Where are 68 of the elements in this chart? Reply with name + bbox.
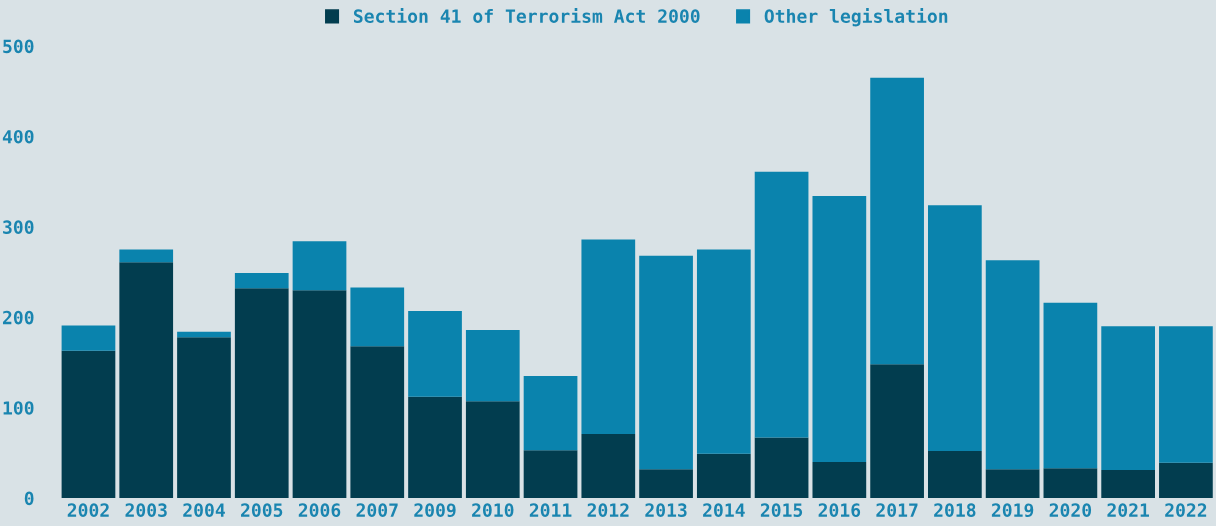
bar	[234, 288, 289, 499]
bar	[985, 260, 1040, 470]
bar	[1043, 302, 1098, 469]
y-tick-label: 0	[24, 491, 34, 506]
bar	[754, 437, 809, 499]
x-tick-label: 2013	[645, 503, 687, 517]
x-tick-label: 2017	[876, 503, 918, 517]
bar	[754, 171, 809, 438]
bar	[408, 396, 462, 499]
bar	[1101, 326, 1155, 471]
bar	[61, 350, 116, 499]
x-tick-label: 2018	[934, 503, 976, 517]
legend-label: Other legislation	[764, 8, 948, 27]
bar	[119, 262, 174, 499]
bar	[696, 453, 751, 499]
x-tick-label: 2019	[991, 503, 1034, 518]
bar	[119, 249, 174, 263]
bar	[350, 346, 405, 499]
y-tick-label: 100	[3, 401, 34, 415]
x-tick-label: 2003	[125, 503, 167, 517]
x-tick-label: 2007	[356, 503, 398, 517]
bar	[812, 461, 867, 499]
bar	[928, 451, 982, 499]
x-tick-label: 2006	[298, 503, 341, 517]
x-tick-label: 2004	[183, 503, 225, 517]
bar	[928, 205, 982, 452]
x-tick-label: 2014	[703, 503, 745, 517]
x-tick-label: 2002	[67, 503, 109, 517]
bar	[350, 287, 405, 347]
bar	[523, 450, 578, 499]
x-tick-label: 2020	[1049, 503, 1092, 517]
bar	[1101, 470, 1155, 499]
bar	[292, 241, 347, 291]
bar	[639, 255, 693, 470]
bar	[812, 196, 867, 462]
bar	[292, 290, 347, 499]
y-tick-label: 300	[3, 220, 34, 234]
bar	[985, 469, 1040, 499]
x-tick-label: 2012	[587, 503, 629, 517]
x-tick-label: 2010	[472, 503, 514, 517]
bar	[1043, 468, 1098, 499]
bar	[523, 376, 578, 451]
bar	[639, 469, 693, 499]
bar	[177, 331, 231, 338]
y-tick-label: 400	[2, 129, 34, 144]
bar	[177, 337, 231, 499]
bar	[870, 77, 924, 365]
x-tick-label: 2011	[529, 503, 572, 517]
x-tick-label: 2015	[760, 503, 803, 517]
bar	[1159, 462, 1213, 499]
bar	[408, 310, 462, 397]
bar	[465, 329, 520, 402]
bar	[234, 272, 289, 289]
bar	[696, 249, 751, 454]
bar	[465, 401, 520, 499]
bar	[1159, 326, 1213, 463]
bar	[61, 325, 116, 351]
bar	[581, 239, 636, 434]
bar	[581, 433, 636, 499]
y-tick-label: 500	[3, 39, 34, 54]
x-tick-label: 2005	[241, 503, 283, 517]
legend-label: Section 41 of Terrorism Act 2000	[353, 8, 700, 23]
x-tick-label: 2021	[1107, 503, 1150, 517]
x-tick-label: 2009	[414, 503, 456, 518]
x-tick-label: 2022	[1165, 503, 1207, 517]
x-tick-label: 2016	[818, 503, 861, 517]
y-tick-label: 200	[2, 310, 34, 325]
bar	[870, 364, 924, 499]
